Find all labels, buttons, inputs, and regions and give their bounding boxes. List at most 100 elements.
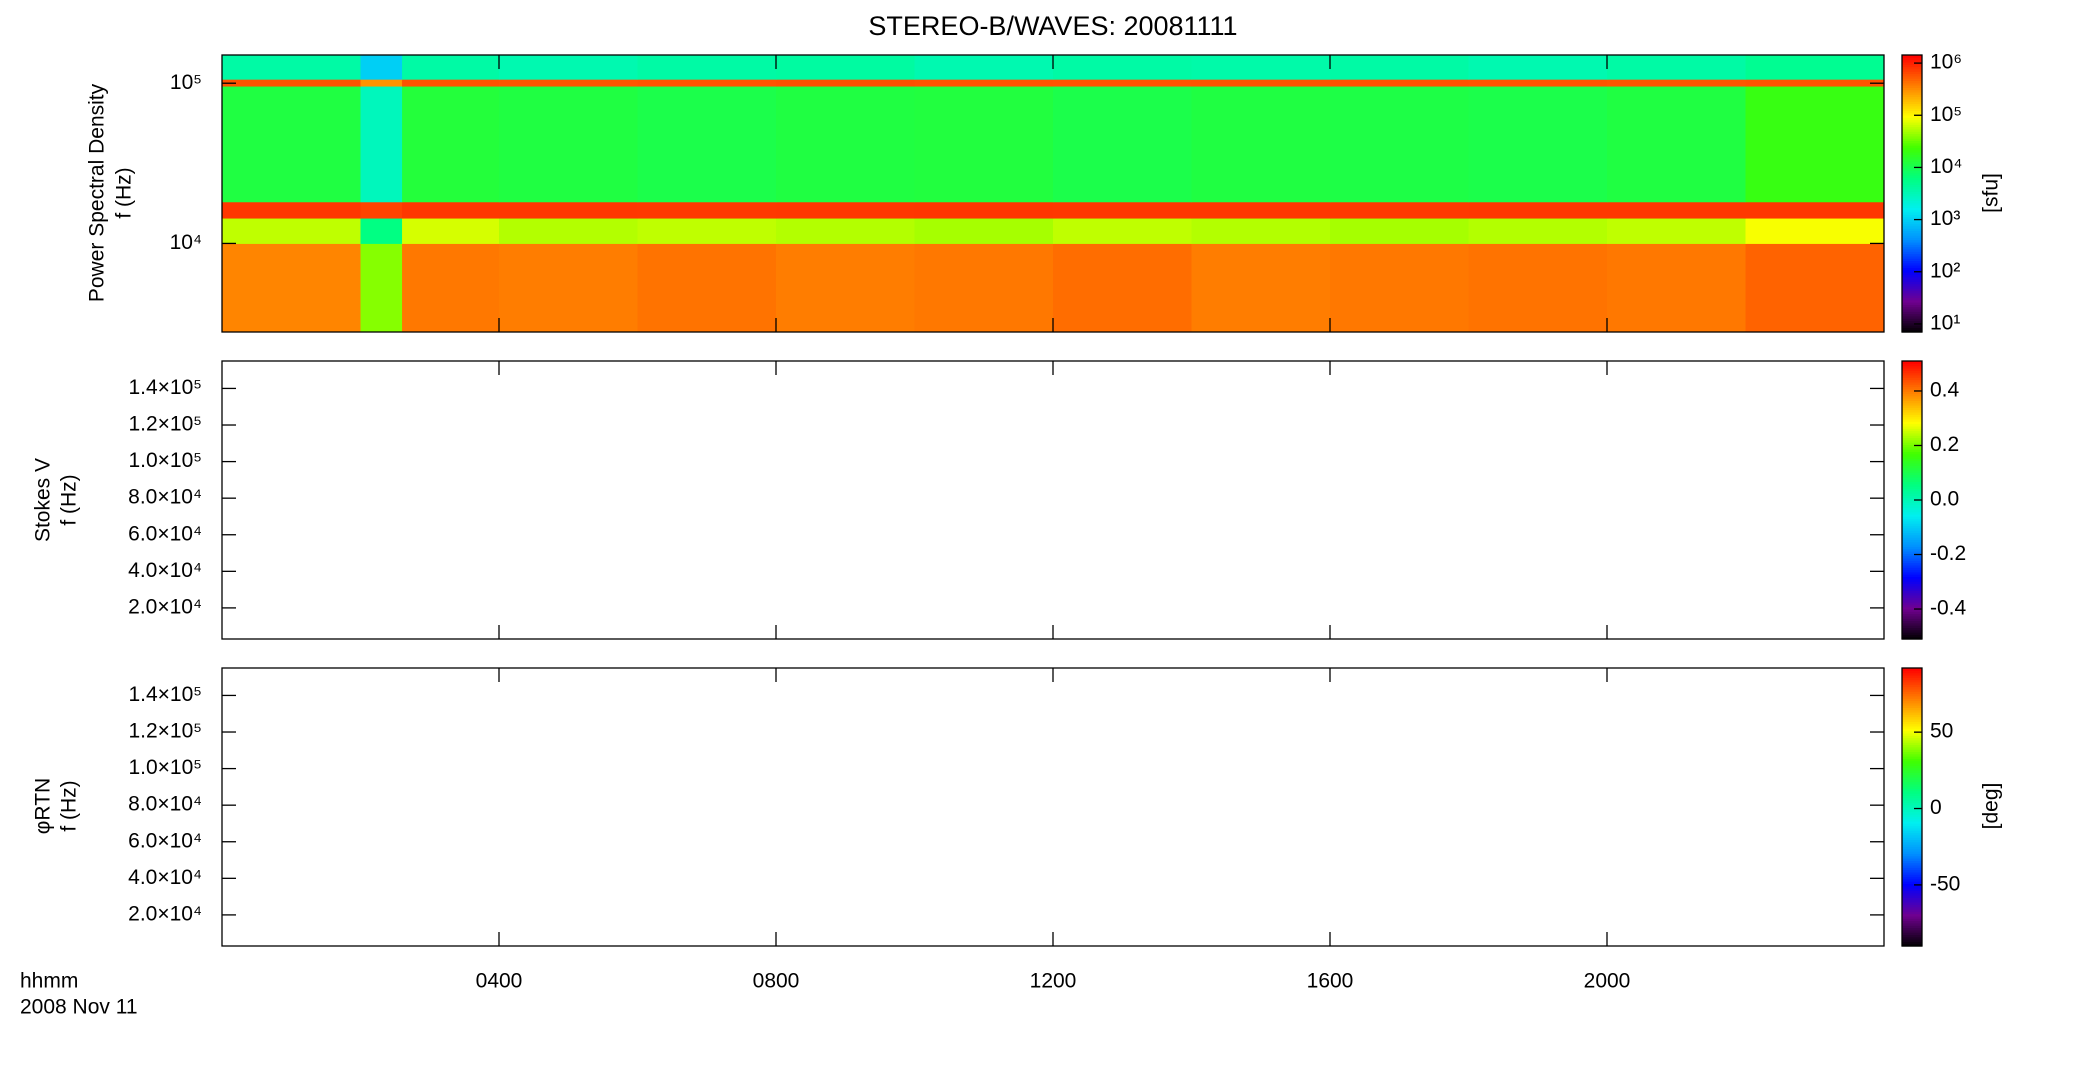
colorbar-segment bbox=[1902, 844, 1922, 847]
y-tick-label: 1.4×10⁵ bbox=[128, 376, 202, 399]
colorbar-segment bbox=[1902, 154, 1922, 158]
colorbar-segment bbox=[1902, 705, 1922, 708]
colorbar-segment bbox=[1902, 318, 1922, 322]
colorbar-segment bbox=[1902, 546, 1922, 550]
colorbar-segment bbox=[1902, 304, 1922, 308]
colorbar-segment bbox=[1902, 774, 1922, 778]
colorbar-segment bbox=[1902, 181, 1922, 185]
colorbar-segment bbox=[1902, 246, 1922, 250]
heatmap-cell bbox=[360, 55, 403, 80]
colorbar-segment bbox=[1902, 618, 1922, 622]
colorbar-segment bbox=[1902, 876, 1922, 880]
colorbar-segment bbox=[1902, 94, 1922, 98]
colorbar-segment bbox=[1902, 606, 1922, 610]
colorbar-segment bbox=[1902, 707, 1922, 711]
colorbar-segment bbox=[1902, 361, 1922, 364]
colorbar-segment bbox=[1902, 929, 1922, 933]
y-tick-label: 6.0×10⁴ bbox=[128, 522, 202, 545]
heatmap-cell bbox=[1330, 243, 1469, 333]
colorbar-segment bbox=[1902, 411, 1922, 415]
heatmap-cell bbox=[1607, 218, 1746, 244]
colorbar-segment bbox=[1902, 550, 1922, 554]
colorbar-segment bbox=[1902, 790, 1922, 794]
colorbar-segment bbox=[1902, 126, 1922, 130]
heatmap-cell bbox=[360, 218, 403, 244]
colorbar-segment bbox=[1902, 620, 1922, 624]
colorbar-segment bbox=[1902, 857, 1922, 861]
y-axis-label: Power Spectral Density bbox=[86, 83, 109, 302]
colorbar-tick-label: -0.4 bbox=[1930, 597, 1967, 620]
colorbar-segment bbox=[1902, 599, 1922, 603]
colorbar-segment bbox=[1902, 807, 1922, 810]
x-axis-label: 2008 Nov 11 bbox=[20, 996, 138, 1019]
colorbar-segment bbox=[1902, 276, 1922, 280]
colorbar-segment bbox=[1902, 679, 1922, 683]
colorbar-segment bbox=[1902, 379, 1922, 383]
colorbar-segment bbox=[1902, 393, 1922, 397]
colorbar-segment bbox=[1902, 135, 1922, 139]
colorbar-segment bbox=[1902, 103, 1922, 107]
colorbar-tick-label: 10⁵ bbox=[1930, 103, 1962, 126]
heatmap-cell bbox=[1053, 201, 1192, 219]
colorbar-segment bbox=[1902, 749, 1922, 752]
heatmap-cell bbox=[1607, 86, 1746, 203]
heatmap-cell bbox=[1191, 79, 1331, 87]
heatmap-cell bbox=[1468, 218, 1608, 244]
heatmap-cell bbox=[402, 79, 500, 87]
colorbar-segment bbox=[1902, 265, 1922, 268]
heatmap-cell bbox=[637, 79, 777, 87]
heatmap-cell bbox=[1468, 201, 1608, 219]
colorbar-segment bbox=[1902, 322, 1922, 326]
colorbar-segment bbox=[1902, 370, 1922, 374]
colorbar-segment bbox=[1902, 191, 1922, 195]
colorbar-segment bbox=[1902, 802, 1922, 806]
heatmap-cell bbox=[1745, 79, 1885, 87]
colorbar-segment bbox=[1902, 797, 1922, 801]
colorbar-segment bbox=[1902, 255, 1922, 259]
colorbar-segment bbox=[1902, 365, 1922, 369]
colorbar-segment bbox=[1902, 594, 1922, 598]
colorbar-tick-label: 0.4 bbox=[1930, 379, 1960, 402]
colorbar-segment bbox=[1902, 674, 1922, 678]
heatmap-cell bbox=[499, 243, 638, 333]
colorbar-segment bbox=[1902, 728, 1922, 732]
colorbar-segment bbox=[1902, 274, 1922, 278]
heatmap-cell bbox=[1745, 86, 1885, 203]
heatmap-cell bbox=[637, 243, 777, 333]
heatmap-cell bbox=[222, 201, 361, 219]
colorbar-segment bbox=[1902, 195, 1922, 199]
x-tick-label: 1600 bbox=[1307, 970, 1354, 993]
heatmap-cell bbox=[1607, 201, 1746, 219]
colorbar-segment bbox=[1902, 495, 1922, 499]
colorbar-segment bbox=[1902, 634, 1922, 638]
heatmap-cell bbox=[1468, 86, 1608, 203]
colorbar-segment bbox=[1902, 205, 1922, 208]
colorbar-segment bbox=[1902, 888, 1922, 891]
colorbar-segment bbox=[1902, 751, 1922, 755]
colorbar-segment bbox=[1902, 608, 1922, 612]
heatmap-cell bbox=[776, 218, 915, 244]
colorbar-frame bbox=[1901, 54, 1923, 333]
colorbar-segment bbox=[1902, 221, 1922, 225]
colorbar-segment bbox=[1902, 68, 1922, 72]
colorbar-segment bbox=[1902, 895, 1922, 898]
colorbar-segment bbox=[1902, 693, 1922, 697]
plot-frame bbox=[221, 667, 1885, 947]
heatmap-cell bbox=[402, 55, 500, 80]
colorbar-segment bbox=[1902, 860, 1922, 864]
colorbar-segment bbox=[1902, 927, 1922, 931]
colorbar-segment bbox=[1902, 756, 1922, 759]
colorbar-segment bbox=[1902, 590, 1922, 594]
colorbar-segment bbox=[1902, 629, 1922, 633]
colorbar-segment bbox=[1902, 564, 1922, 568]
colorbar-segment bbox=[1902, 117, 1922, 121]
y-tick-label: 8.0×10⁴ bbox=[128, 793, 202, 816]
colorbar-segment bbox=[1902, 121, 1922, 125]
colorbar-segment bbox=[1902, 465, 1922, 469]
colorbar-segment bbox=[1902, 497, 1922, 501]
colorbar-segment bbox=[1902, 936, 1922, 940]
colorbar-segment bbox=[1902, 57, 1922, 61]
colorbar-segment bbox=[1902, 71, 1922, 75]
colorbar-segment bbox=[1902, 500, 1922, 503]
colorbar-segment bbox=[1902, 823, 1922, 827]
